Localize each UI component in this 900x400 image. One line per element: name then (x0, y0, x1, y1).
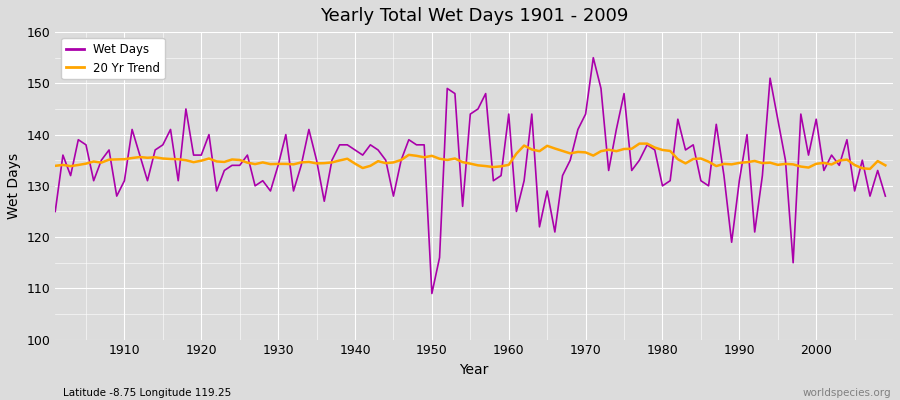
Wet Days (880, 194, 891, 198)
20 Yr Trend (50, 164, 60, 168)
Wet Days (588, 55, 598, 60)
Line: Wet Days: Wet Days (55, 58, 886, 294)
Title: Yearly Total Wet Days 1901 - 2009: Yearly Total Wet Days 1901 - 2009 (320, 7, 628, 25)
Wet Days (511, 209, 522, 214)
Wet Days (327, 158, 338, 163)
20 Yr Trend (865, 166, 876, 171)
20 Yr Trend (327, 160, 338, 165)
20 Yr Trend (634, 141, 644, 146)
Wet Days (281, 132, 292, 137)
Wet Days (611, 127, 622, 132)
Wet Days (112, 194, 122, 198)
Text: worldspecies.org: worldspecies.org (803, 388, 891, 398)
X-axis label: Year: Year (460, 363, 489, 377)
Wet Days (503, 112, 514, 116)
20 Yr Trend (503, 162, 514, 167)
20 Yr Trend (596, 149, 607, 154)
20 Yr Trend (112, 157, 122, 162)
Wet Days (427, 291, 437, 296)
Y-axis label: Wet Days: Wet Days (7, 153, 21, 219)
Legend: Wet Days, 20 Yr Trend: Wet Days, 20 Yr Trend (61, 38, 165, 79)
20 Yr Trend (281, 162, 292, 166)
20 Yr Trend (880, 163, 891, 168)
Wet Days (50, 209, 60, 214)
Text: Latitude -8.75 Longitude 119.25: Latitude -8.75 Longitude 119.25 (63, 388, 231, 398)
20 Yr Trend (496, 164, 507, 169)
Line: 20 Yr Trend: 20 Yr Trend (55, 144, 886, 169)
